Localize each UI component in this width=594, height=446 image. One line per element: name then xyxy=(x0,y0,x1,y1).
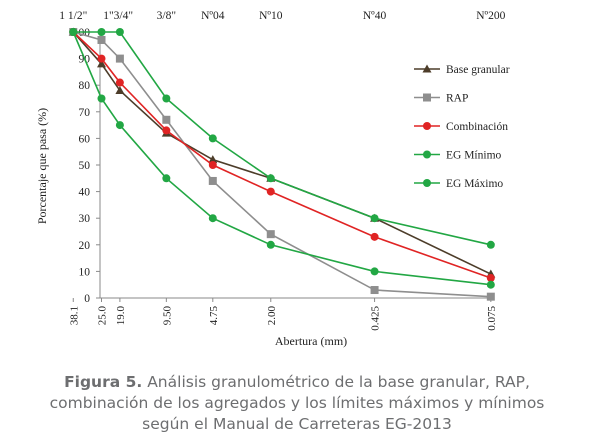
legend-label: EG Mínimo xyxy=(446,150,502,162)
y-tick-label: 40 xyxy=(79,187,91,199)
top-sieve-label: Nº200 xyxy=(476,10,505,22)
data-point xyxy=(370,214,379,223)
y-tick-label: 30 xyxy=(79,213,91,225)
data-point xyxy=(370,267,379,276)
x-tick-label: 4.75 xyxy=(208,306,220,326)
top-sieve-label: 3/8" xyxy=(157,10,176,22)
caption-label: Figura 5. xyxy=(64,373,143,391)
data-point xyxy=(486,292,495,301)
x-tick-label: 38.1 xyxy=(68,306,80,325)
y-tick-label: 50 xyxy=(79,160,91,172)
x-tick-label: 2.00 xyxy=(266,306,278,326)
legend-item: RAP xyxy=(414,93,468,105)
data-point xyxy=(115,54,124,63)
series-line xyxy=(72,31,492,279)
x-axis-title: Abertura (mm) xyxy=(275,334,347,348)
top-sieve-label: 1 1/2" xyxy=(59,10,87,22)
data-point xyxy=(97,28,106,36)
data-point xyxy=(208,176,217,185)
data-point xyxy=(423,179,431,187)
y-tick-label: 80 xyxy=(79,80,91,92)
data-point xyxy=(97,54,106,63)
data-point xyxy=(162,94,171,103)
data-point xyxy=(69,28,78,36)
data-point xyxy=(115,28,124,36)
y-axis-title: Porcentaje que pasa (%) xyxy=(35,108,49,224)
series-eg-máximo xyxy=(69,28,495,249)
data-point xyxy=(486,240,495,249)
series-eg-mínimo xyxy=(69,28,495,289)
y-tick-label: 0 xyxy=(84,293,90,305)
legend-item: Base granular xyxy=(414,64,510,76)
data-point xyxy=(115,86,125,95)
legend-label: EG Máximo xyxy=(446,178,503,190)
data-point xyxy=(370,286,379,295)
caption-line-1: Análisis granulométrico de la base granu… xyxy=(142,373,530,391)
data-point xyxy=(162,126,171,135)
x-tick-label: 0.075 xyxy=(486,306,498,331)
data-point xyxy=(162,115,171,124)
legend-item: EG Mínimo xyxy=(414,150,502,162)
data-point xyxy=(208,134,217,143)
y-tick-label: 60 xyxy=(79,133,91,145)
data-point xyxy=(486,274,495,283)
top-sieve-label: Nº10 xyxy=(259,10,283,22)
data-point xyxy=(423,93,431,102)
top-sieve-label: Nº40 xyxy=(363,10,387,22)
data-point xyxy=(115,121,124,130)
data-point xyxy=(208,155,218,164)
legend-label: Base granular xyxy=(446,64,510,76)
data-point xyxy=(423,150,431,159)
data-point xyxy=(96,59,106,68)
data-point xyxy=(162,174,171,183)
data-point xyxy=(266,230,275,239)
data-point xyxy=(115,78,124,87)
y-tick-label: 20 xyxy=(79,240,91,252)
gradation-chart: 1 1/2" 1"3/4" 3/8" Nº04 Nº10 Nº40 Nº200 0 10 20 3… xyxy=(35,10,510,348)
legend-item: Combinación xyxy=(414,121,508,133)
x-tick-label: 0.425 xyxy=(370,306,382,331)
data-point xyxy=(208,214,217,223)
y-tick-label: 10 xyxy=(79,266,91,278)
legend-label: Combinación xyxy=(446,121,508,133)
data-point xyxy=(97,94,106,103)
data-point xyxy=(266,187,275,196)
series-line xyxy=(72,31,491,286)
series-line xyxy=(73,31,492,246)
x-tick-label: 19.0 xyxy=(115,306,127,326)
top-sieve-label: 1"3/4" xyxy=(103,10,133,22)
caption-line-2: combinación de los agregados y los límit… xyxy=(49,394,545,412)
data-point xyxy=(208,161,217,169)
x-tick-label: 9.50 xyxy=(161,306,173,326)
legend-label: RAP xyxy=(446,93,468,105)
legend-item: EG Máximo xyxy=(414,178,503,190)
data-point xyxy=(423,122,431,130)
data-point xyxy=(422,64,432,73)
figure-caption: Figura 5. Análisis granulométrico de la … xyxy=(0,372,594,435)
data-point xyxy=(97,35,106,44)
data-point xyxy=(486,280,495,289)
data-point xyxy=(266,240,275,249)
x-tick-label: 25.0 xyxy=(96,306,108,326)
top-sieve-label: Nº04 xyxy=(201,10,225,22)
caption-line-3: según el Manual de Carreteras EG-2013 xyxy=(142,415,452,433)
y-tick-label: 70 xyxy=(79,107,91,119)
data-point xyxy=(266,174,275,183)
data-point xyxy=(370,232,379,241)
